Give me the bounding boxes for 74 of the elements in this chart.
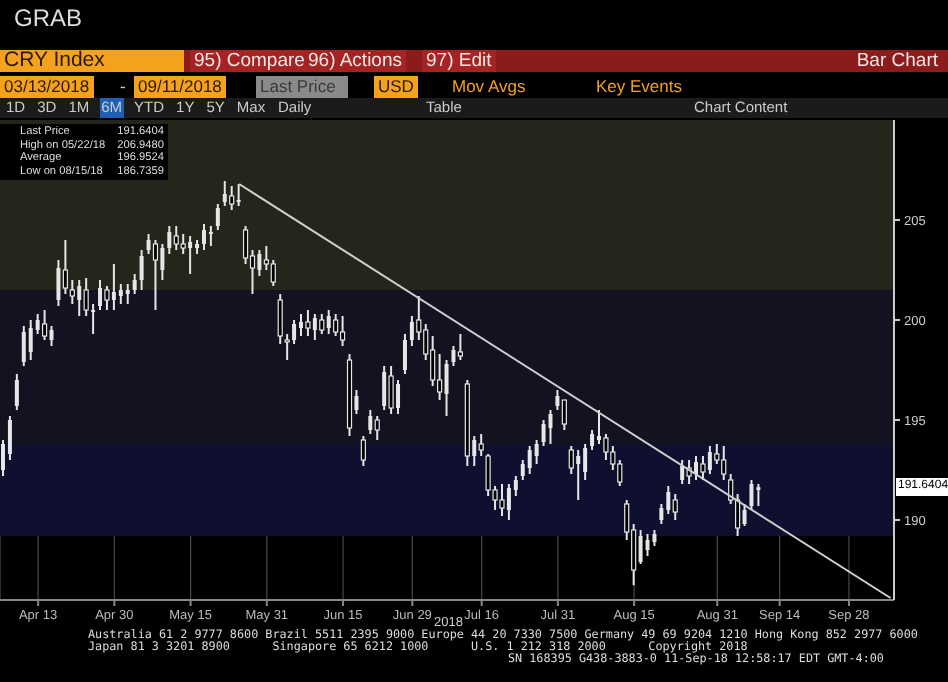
candlestick [396, 379, 401, 415]
candlestick [292, 319, 297, 345]
candlestick [534, 439, 539, 465]
candlestick [333, 313, 339, 337]
candlestick [98, 279, 103, 311]
candlestick [222, 180, 227, 207]
candlestick [707, 445, 712, 475]
text: Bar Chart [854, 50, 940, 72]
candlestick [125, 283, 130, 305]
candlestick [132, 273, 137, 295]
candlestick [173, 225, 179, 251]
candlestick [638, 529, 643, 565]
candlestick [382, 365, 387, 411]
text: USD [374, 76, 418, 98]
candlestick [319, 313, 325, 335]
candlestick [694, 455, 699, 481]
candlestick [527, 445, 532, 475]
candlestick [229, 185, 235, 211]
candlestick [49, 325, 54, 347]
candlestick [506, 483, 511, 521]
candlestick [56, 259, 61, 307]
text: 97) Edit [422, 50, 496, 72]
text: 96) Actions [304, 50, 406, 72]
text: Last Price [256, 76, 348, 98]
candlestick [118, 283, 123, 305]
candlestick [111, 263, 116, 311]
candlestick [457, 333, 463, 361]
text: Key Events [594, 76, 684, 98]
candlestick [21, 325, 26, 367]
candlestick [645, 533, 650, 557]
candlestick [561, 399, 567, 431]
candlestick [339, 315, 346, 347]
candlestick [680, 459, 685, 485]
candlestick [576, 449, 581, 501]
candlestick [388, 365, 394, 415]
candlestick [360, 435, 366, 467]
candlestick [583, 443, 588, 481]
candlestick [312, 313, 317, 341]
candlestick [590, 429, 595, 451]
candlestick [77, 279, 82, 317]
candlestick [402, 333, 407, 375]
candlestick [666, 485, 671, 515]
chart-title: CRY Index [0, 48, 184, 72]
candlestick [305, 309, 311, 337]
candlestick [257, 249, 262, 277]
text: GRAB [12, 4, 85, 32]
candlestick [499, 483, 505, 517]
candlestick [326, 309, 331, 335]
candlestick [28, 319, 33, 361]
candlestick [409, 315, 414, 347]
candlestick [672, 493, 678, 521]
candlestick [139, 249, 144, 291]
candlestick [299, 313, 303, 337]
candlestick [236, 183, 241, 207]
candlestick [368, 409, 373, 435]
candlestick [188, 235, 193, 275]
candlestick [201, 223, 206, 251]
text: 09/11/2018 [134, 76, 226, 98]
candlestick [167, 225, 172, 255]
candlestick [756, 483, 761, 507]
text: 03/13/2018 [0, 76, 94, 98]
candlestick [215, 203, 220, 231]
candlestick [270, 259, 276, 287]
candlestick [374, 415, 380, 441]
candlestick [548, 409, 553, 445]
text: - [118, 76, 128, 98]
text: Mov Avgs [450, 76, 528, 98]
candlestick [208, 225, 213, 247]
candlestick [160, 243, 165, 281]
candlestick [41, 309, 48, 341]
text: 95) Compare [190, 50, 309, 72]
candlestick [14, 373, 19, 411]
candlestick [152, 239, 159, 311]
candlestick [597, 409, 601, 445]
